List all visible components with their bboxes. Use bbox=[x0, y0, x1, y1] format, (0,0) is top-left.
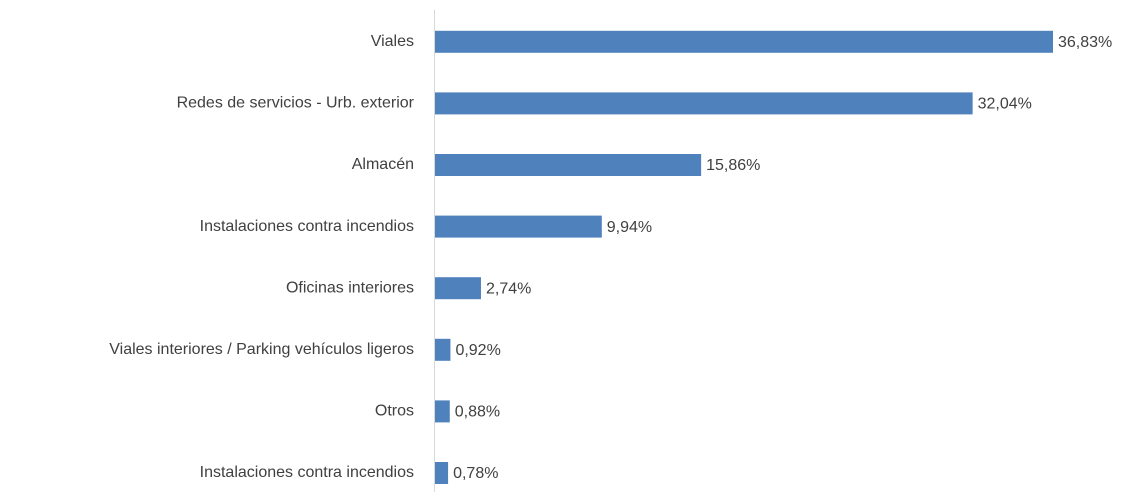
category-label: Otros bbox=[375, 403, 414, 420]
category-label: Instalaciones contra incendios bbox=[200, 464, 414, 481]
bar bbox=[435, 215, 602, 238]
value-label: 36,83% bbox=[1058, 34, 1112, 51]
value-label: 32,04% bbox=[978, 96, 1032, 113]
category-label: Viales bbox=[371, 33, 414, 50]
value-label: 2,74% bbox=[486, 280, 531, 297]
bar bbox=[435, 154, 702, 176]
category-label: Viales interiores / Parking vehículos li… bbox=[109, 341, 414, 358]
bar bbox=[435, 400, 450, 423]
bar bbox=[435, 338, 451, 361]
category-label: Oficinas interiores bbox=[286, 279, 414, 296]
value-label: 9,94% bbox=[607, 219, 652, 236]
value-label: 0,78% bbox=[453, 465, 498, 482]
bar bbox=[435, 92, 973, 115]
category-label: Almacén bbox=[352, 156, 414, 173]
category-label: Instalaciones contra incendios bbox=[200, 218, 414, 235]
category-label: Redes de servicios - Urb. exterior bbox=[177, 95, 415, 112]
bar bbox=[435, 30, 1054, 53]
bar bbox=[435, 462, 449, 484]
value-label: 15,86% bbox=[706, 157, 760, 174]
value-label: 0,88% bbox=[455, 404, 500, 421]
value-label: 0,92% bbox=[455, 342, 500, 359]
bar bbox=[435, 277, 481, 300]
